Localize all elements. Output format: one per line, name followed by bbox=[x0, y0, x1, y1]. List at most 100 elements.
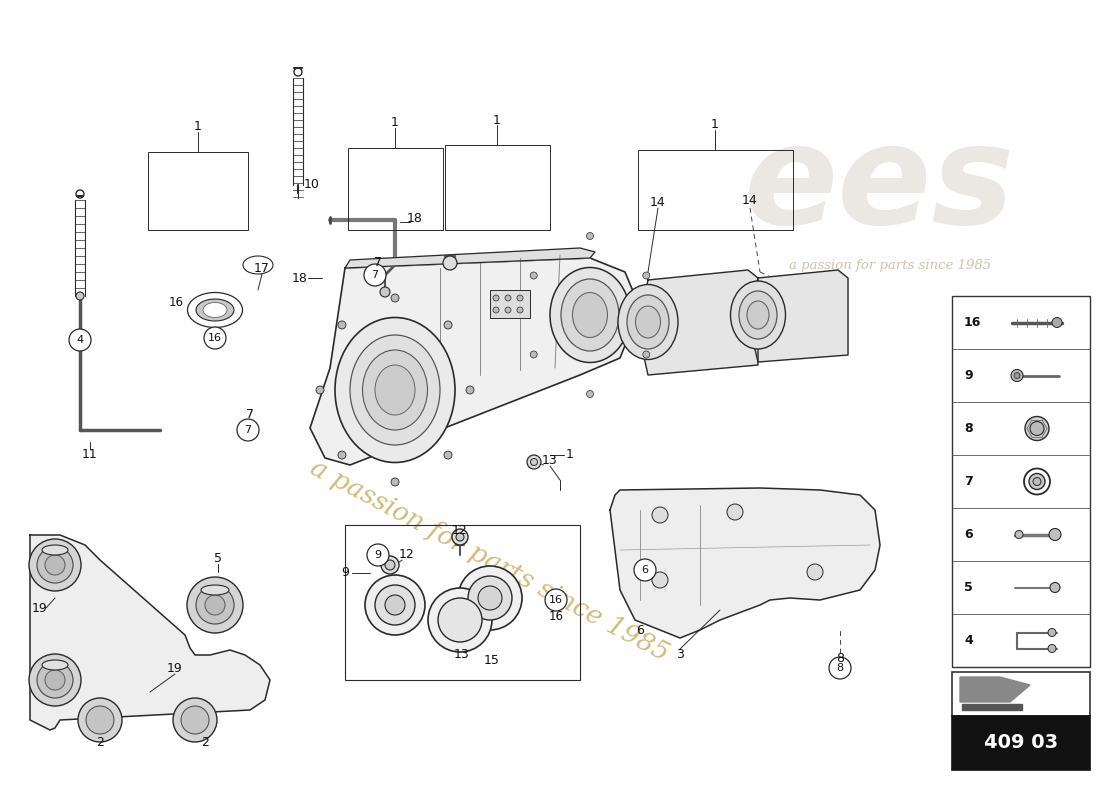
Text: 7: 7 bbox=[244, 425, 252, 435]
Circle shape bbox=[367, 544, 389, 566]
Circle shape bbox=[1011, 370, 1023, 382]
Ellipse shape bbox=[561, 279, 619, 351]
Circle shape bbox=[1033, 478, 1041, 486]
Text: 12: 12 bbox=[399, 549, 415, 562]
Text: a passion for parts since 1985: a passion for parts since 1985 bbox=[307, 454, 673, 666]
Circle shape bbox=[187, 577, 243, 633]
Circle shape bbox=[205, 595, 225, 615]
Circle shape bbox=[438, 598, 482, 642]
Text: 19: 19 bbox=[167, 662, 183, 674]
Circle shape bbox=[236, 419, 258, 441]
Circle shape bbox=[444, 451, 452, 459]
Circle shape bbox=[642, 272, 650, 279]
Text: a passion for parts since 1985: a passion for parts since 1985 bbox=[789, 258, 991, 271]
Circle shape bbox=[493, 307, 499, 313]
Text: 16: 16 bbox=[549, 610, 563, 623]
Circle shape bbox=[530, 458, 538, 466]
Circle shape bbox=[586, 390, 594, 398]
Bar bbox=[446, 145, 550, 230]
Circle shape bbox=[652, 572, 668, 588]
Circle shape bbox=[517, 307, 522, 313]
Circle shape bbox=[390, 294, 399, 302]
Circle shape bbox=[45, 555, 65, 575]
Circle shape bbox=[444, 321, 452, 329]
Text: 5: 5 bbox=[964, 581, 972, 594]
Circle shape bbox=[1052, 318, 1062, 327]
Ellipse shape bbox=[739, 291, 777, 339]
Bar bbox=[345, 525, 580, 680]
Polygon shape bbox=[610, 488, 880, 638]
Circle shape bbox=[364, 264, 386, 286]
Bar bbox=[348, 148, 443, 230]
Circle shape bbox=[517, 295, 522, 301]
Text: 12: 12 bbox=[452, 523, 468, 537]
Text: 7: 7 bbox=[372, 270, 378, 280]
Text: 6: 6 bbox=[964, 528, 972, 541]
Bar bbox=[952, 296, 1090, 667]
Text: 11: 11 bbox=[82, 449, 98, 462]
Circle shape bbox=[1028, 474, 1045, 490]
Ellipse shape bbox=[204, 302, 227, 318]
Text: 7: 7 bbox=[964, 475, 972, 488]
Ellipse shape bbox=[336, 318, 455, 462]
Circle shape bbox=[634, 559, 656, 581]
Circle shape bbox=[478, 586, 502, 610]
Circle shape bbox=[1015, 530, 1023, 538]
Text: 7: 7 bbox=[374, 255, 382, 269]
Text: 14: 14 bbox=[650, 195, 666, 209]
Text: 1: 1 bbox=[711, 118, 719, 131]
Text: 10: 10 bbox=[304, 178, 320, 190]
Circle shape bbox=[204, 327, 226, 349]
Circle shape bbox=[452, 529, 468, 545]
Ellipse shape bbox=[747, 301, 769, 329]
Circle shape bbox=[45, 670, 65, 690]
Bar bbox=[638, 150, 793, 230]
Bar bbox=[952, 716, 1090, 770]
Polygon shape bbox=[748, 270, 848, 362]
Text: 16: 16 bbox=[964, 316, 981, 329]
Circle shape bbox=[586, 233, 594, 239]
Circle shape bbox=[527, 455, 541, 469]
Text: 6: 6 bbox=[641, 565, 649, 575]
Text: 13: 13 bbox=[454, 649, 470, 662]
Circle shape bbox=[196, 586, 234, 624]
Text: 4: 4 bbox=[964, 634, 972, 647]
Circle shape bbox=[1025, 417, 1049, 441]
Polygon shape bbox=[638, 270, 758, 375]
Text: 3: 3 bbox=[676, 649, 684, 662]
Circle shape bbox=[530, 351, 537, 358]
Circle shape bbox=[505, 307, 512, 313]
Ellipse shape bbox=[42, 660, 68, 670]
Circle shape bbox=[1050, 582, 1060, 593]
Circle shape bbox=[379, 287, 390, 297]
Ellipse shape bbox=[196, 299, 234, 321]
Circle shape bbox=[37, 547, 73, 583]
Text: 6: 6 bbox=[636, 623, 644, 637]
Ellipse shape bbox=[363, 350, 428, 430]
Circle shape bbox=[173, 698, 217, 742]
Circle shape bbox=[316, 386, 324, 394]
Circle shape bbox=[1030, 422, 1044, 435]
Circle shape bbox=[365, 575, 425, 635]
Text: 9: 9 bbox=[341, 566, 349, 579]
Polygon shape bbox=[310, 258, 640, 465]
Circle shape bbox=[652, 507, 668, 523]
Text: 14: 14 bbox=[742, 194, 758, 206]
Circle shape bbox=[1024, 469, 1050, 494]
Ellipse shape bbox=[187, 293, 242, 327]
Circle shape bbox=[69, 329, 91, 351]
Bar bbox=[148, 152, 248, 230]
Circle shape bbox=[78, 698, 122, 742]
Text: 2: 2 bbox=[96, 735, 103, 749]
Circle shape bbox=[493, 295, 499, 301]
Polygon shape bbox=[345, 248, 595, 268]
Ellipse shape bbox=[201, 585, 229, 595]
Circle shape bbox=[37, 662, 73, 698]
Circle shape bbox=[182, 706, 209, 734]
Ellipse shape bbox=[636, 306, 660, 338]
Polygon shape bbox=[962, 704, 1022, 710]
Circle shape bbox=[443, 256, 456, 270]
Circle shape bbox=[1048, 629, 1056, 637]
Circle shape bbox=[29, 654, 81, 706]
Text: 17: 17 bbox=[254, 262, 270, 274]
